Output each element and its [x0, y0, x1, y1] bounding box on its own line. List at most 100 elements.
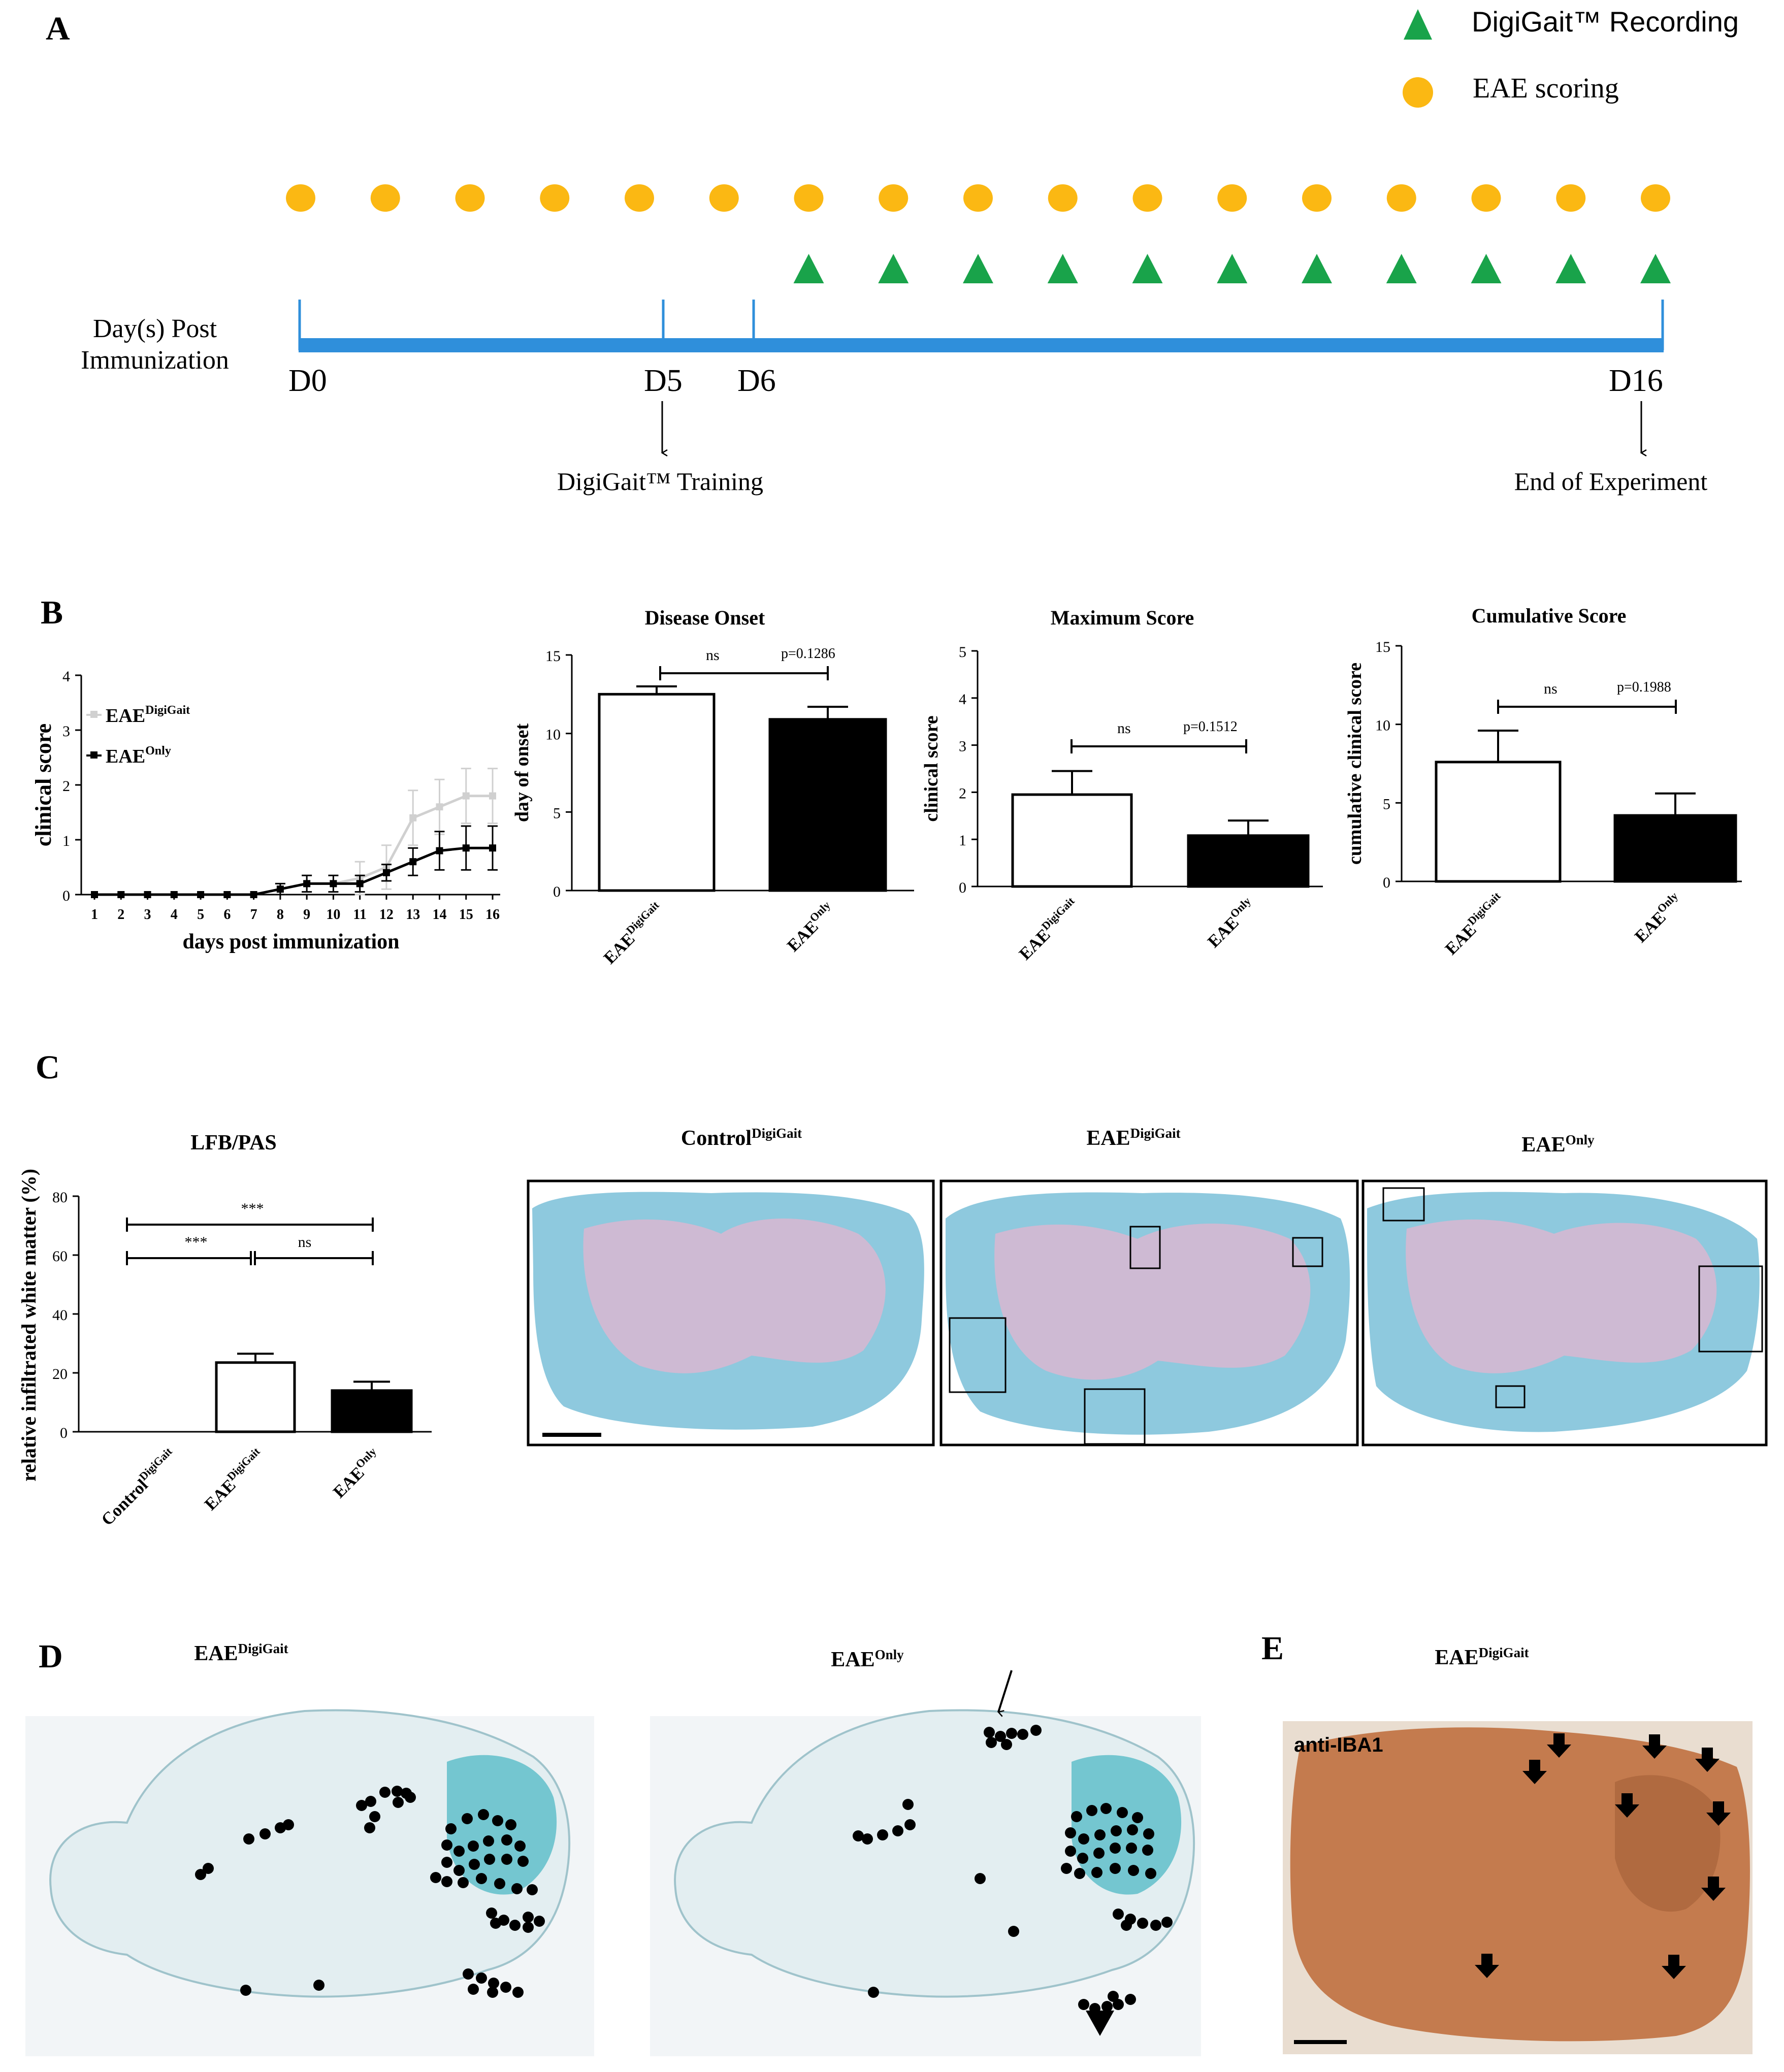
d-lesion-dot: [523, 1922, 534, 1933]
bar-chart-title: Disease Onset: [645, 606, 765, 629]
d-lesion-dot: [283, 1819, 294, 1830]
b1-series: [91, 768, 498, 898]
d-lesion-dot: [1150, 1920, 1161, 1931]
d-lesion-dot: [1101, 2001, 1113, 2012]
b1-data-point: [117, 891, 125, 898]
d-lesion-dot: [523, 1912, 534, 1923]
b1-data-point: [144, 891, 151, 898]
d-lesion-dot: [478, 1809, 489, 1820]
bar-ylabel: clinical score: [921, 715, 942, 821]
d-lesion-dot: [877, 1829, 888, 1840]
d-lesion-dot: [902, 1799, 914, 1810]
b1-data-point: [303, 880, 311, 887]
d-lesion-dot: [904, 1819, 916, 1830]
d-lesion-dot: [1100, 1803, 1112, 1814]
c-ytick-label: 60: [52, 1248, 68, 1265]
legend-recording-label: DigiGait™ Recording: [1472, 6, 1739, 38]
d-lesion-dots-only: [853, 1725, 1173, 2014]
d-lesion-dot: [534, 1916, 545, 1927]
bar-ytick-label: 4: [959, 691, 966, 708]
bar-category-sup: DigiGait: [1465, 889, 1503, 927]
bar: [768, 718, 887, 892]
d-lesion-dot: [392, 1786, 403, 1797]
recording-triangle-icon: [793, 254, 824, 283]
bar-category-label: EAEDigiGait: [1440, 889, 1509, 959]
d-lesion-dot: [483, 1835, 494, 1847]
b1-xtick-label: 1: [91, 907, 98, 923]
e-down-arrow-icon: [1475, 1954, 1499, 1978]
d-lesion-dot: [1086, 1805, 1097, 1816]
d-lesion-dot: [365, 1796, 376, 1807]
c-cord-gray-matter-eae-only: [1406, 1219, 1717, 1373]
d-lesion-dot: [1061, 1863, 1072, 1874]
scoring-dot-icon: [1641, 184, 1670, 212]
bar: [1435, 761, 1562, 883]
bar-category-label: EAEOnly: [1203, 895, 1259, 951]
d-lesion-dot: [1065, 1846, 1076, 1857]
d-lesion-dot: [1030, 1725, 1042, 1736]
recording-triangle-icon: [1217, 254, 1248, 283]
c-image-title-eae-only: EAEOnly: [1521, 1132, 1595, 1157]
d-lesion-dot: [512, 1987, 524, 1998]
b1-data-point: [489, 844, 496, 852]
d-lesion-dot: [862, 1833, 873, 1845]
b1-series-line: [94, 846, 493, 896]
c-cord-gray-matter-control: [583, 1219, 886, 1373]
b1-data-point: [356, 880, 364, 887]
b1-xtick-label: 8: [277, 907, 284, 923]
scoring-dot-icon: [794, 184, 824, 212]
panel-c: C LFB/PAS 020406080ControlDigiGaitEAEDig…: [17, 1049, 1768, 1529]
scoring-dot-icon: [455, 184, 485, 212]
d-brain-outline: [49, 1709, 571, 1998]
d-lesion-dot: [1161, 1917, 1173, 1928]
d-lesion-dot: [505, 1819, 516, 1830]
d-lesion-dot: [1117, 1807, 1128, 1818]
end-label: End of Experiment: [1514, 467, 1708, 496]
d-lesion-dot: [405, 1792, 416, 1803]
d-lesion-dot: [892, 1825, 903, 1836]
b1-xtick-label: 4: [171, 907, 178, 923]
d-lesion-dot: [468, 1840, 479, 1852]
bar-category-label: EAEDigiGait: [598, 898, 668, 968]
c-category-base: Control: [98, 1476, 152, 1530]
scoring-dot-icon: [1132, 184, 1162, 212]
d-lesion-dot: [1093, 1848, 1105, 1859]
scoring-dot-icon: [286, 184, 315, 212]
d-lesion-dot: [462, 1813, 473, 1824]
d-lesion-dot: [1113, 1909, 1124, 1920]
d-lesion-dot: [488, 1978, 499, 1989]
scoring-dot-icon: [1386, 184, 1416, 212]
b1-series-line: [94, 795, 493, 896]
c-image-control: [527, 1179, 935, 1446]
scoring-dot-icon: [1217, 184, 1247, 212]
bar-ytick-label: 15: [545, 648, 561, 665]
d-lesion-dot: [986, 1737, 997, 1748]
bar-category-label: EAEOnly: [1630, 890, 1686, 946]
c-category-sup: DigiGait: [224, 1444, 263, 1483]
b1-xtick-label: 13: [406, 907, 420, 923]
c-sig-label: ns: [298, 1234, 312, 1251]
bar-category-sup: DigiGait: [1039, 894, 1077, 932]
e-down-arrow-icon: [1662, 1955, 1686, 1979]
c-bar: [331, 1389, 413, 1433]
c-lesion-box: [1495, 1385, 1526, 1408]
b1-ytick-label: 1: [62, 833, 70, 849]
d-lesion-dot: [1110, 1863, 1121, 1874]
d-lesion-dot: [441, 1839, 452, 1851]
sig-label: ns: [1117, 720, 1131, 737]
d-lesion-dot: [501, 1854, 512, 1865]
d-lesion-dot: [984, 1727, 995, 1738]
legend-recording-triangle-icon: [1404, 9, 1432, 40]
training-label: DigiGait™ Training: [557, 467, 763, 496]
c-image-eae-digigait: [939, 1179, 1359, 1446]
b1-xtick-label: 2: [117, 907, 124, 923]
d-lesion-dot: [1017, 1729, 1028, 1740]
axis-label-line1: Day(s) Post: [93, 314, 217, 343]
c-cord-gray-matter-eae-digigait: [994, 1224, 1311, 1380]
d-lesion-dot: [476, 1972, 487, 1984]
e-arrows: [1475, 1733, 1731, 1979]
d-lesion-dot: [458, 1877, 469, 1888]
d-lesion-dot: [1126, 1843, 1137, 1854]
